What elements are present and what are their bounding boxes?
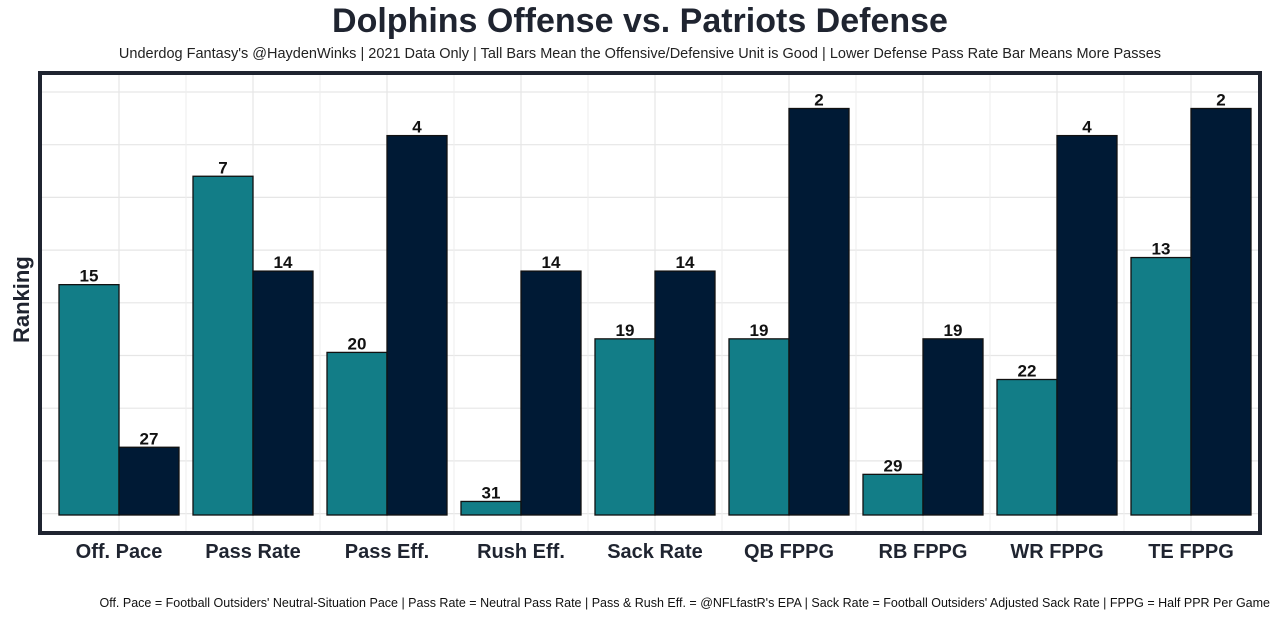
- x-tick-label: Pass Eff.: [345, 541, 429, 563]
- bar: [58, 283, 120, 516]
- x-tick-label: TE FPPG: [1148, 541, 1234, 563]
- bar: [654, 270, 716, 516]
- bar: [788, 107, 850, 516]
- bar: [728, 338, 790, 516]
- x-tick-label: Pass Rate: [205, 541, 301, 563]
- x-tick-label: Off. Pace: [76, 541, 163, 563]
- bar: [326, 351, 388, 516]
- bar: [118, 446, 180, 516]
- data-label: 15: [80, 267, 99, 286]
- data-label: 7: [218, 158, 227, 177]
- x-tick-label: Rush Eff.: [477, 541, 565, 563]
- data-label: 19: [616, 321, 635, 340]
- chart-caption: Off. Pace = Football Outsiders' Neutral-…: [99, 596, 1270, 610]
- bar: [922, 338, 984, 516]
- bar: [862, 473, 924, 516]
- bar: [594, 338, 656, 516]
- data-label: 2: [1216, 91, 1225, 110]
- bar: [386, 134, 448, 516]
- data-label: 29: [884, 456, 903, 475]
- bar: [192, 175, 254, 516]
- bar: [1056, 134, 1118, 516]
- data-label: 2: [814, 91, 823, 110]
- bar: [520, 270, 582, 516]
- chart-subtitle: Underdog Fantasy's @HaydenWinks | 2021 D…: [118, 46, 1162, 62]
- bar: [460, 500, 522, 516]
- data-label: 27: [140, 429, 159, 448]
- data-label: 19: [750, 321, 769, 340]
- data-label: 4: [412, 118, 422, 137]
- data-label: 19: [944, 321, 963, 340]
- x-tick-label: Sack Rate: [607, 541, 703, 563]
- bar: [1190, 107, 1252, 516]
- x-tick-label: QB FPPG: [744, 541, 834, 563]
- data-label: 4: [1082, 118, 1092, 137]
- data-label: 22: [1018, 362, 1037, 381]
- x-tick-label: RB FPPG: [879, 541, 968, 563]
- data-label: 14: [542, 253, 561, 272]
- data-label: 31: [482, 483, 501, 502]
- bar: [996, 378, 1058, 516]
- bar: [252, 270, 314, 516]
- data-label: 14: [676, 253, 695, 272]
- panel-border: [38, 71, 1262, 535]
- x-tick-label: WR FPPG: [1010, 541, 1103, 563]
- data-label: 20: [348, 334, 367, 353]
- data-label: 14: [274, 253, 293, 272]
- chart-title: Dolphins Offense vs. Patriots Defense: [332, 2, 948, 40]
- bar: [1130, 256, 1192, 516]
- data-label: 13: [1152, 240, 1171, 259]
